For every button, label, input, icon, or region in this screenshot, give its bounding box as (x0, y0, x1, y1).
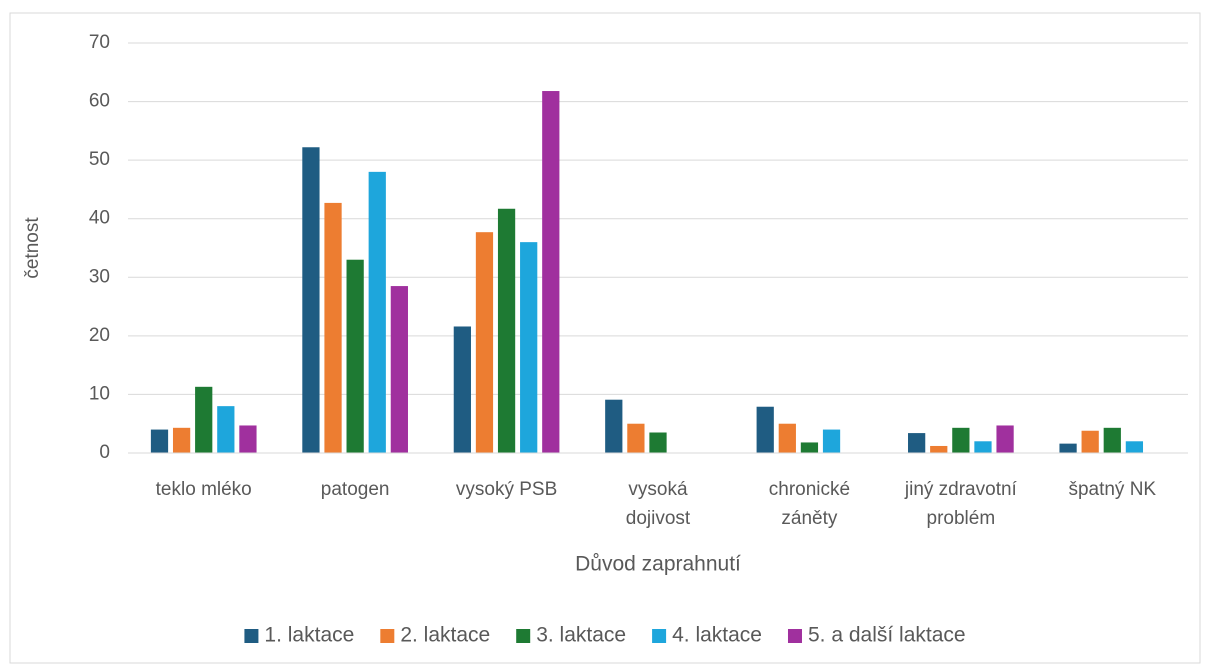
x-tick-label: jiný zdravotní problém (904, 479, 1018, 529)
bar (1059, 443, 1077, 453)
bar (930, 445, 948, 453)
legend: 1. laktace 2. laktace 3. laktace 4. laktace… (244, 624, 966, 647)
bar (150, 429, 169, 453)
bar (1103, 427, 1121, 453)
bar (605, 399, 623, 453)
legend-swatch (244, 629, 259, 643)
legend-label: 2. laktace (400, 624, 490, 647)
legend-label: 3. laktace (536, 624, 626, 647)
bar (952, 427, 970, 453)
bar (627, 423, 645, 453)
bar (822, 429, 841, 453)
y-tick-label: 20 (89, 325, 110, 346)
x-tick-label: špatný NK (1068, 479, 1156, 500)
bar (756, 406, 774, 453)
legend-swatch (516, 629, 531, 643)
legend-swatch (652, 629, 667, 643)
x-tick-label: vysoký PSB (456, 479, 557, 500)
y-tick-label: 50 (89, 149, 110, 170)
y-tick-label: 10 (89, 383, 110, 404)
x-tick-label: patogen (321, 479, 390, 500)
legend-swatch (787, 629, 802, 643)
bar (497, 208, 516, 453)
x-axis-title: Důvod zaprahnutí (575, 553, 741, 576)
bar (908, 433, 926, 453)
bar (390, 286, 408, 453)
y-tick-label: 40 (89, 208, 110, 229)
legend-swatch (380, 629, 395, 643)
chart-border (9, 12, 1201, 664)
legend-label: 1. laktace (264, 624, 354, 647)
bar (172, 427, 191, 453)
y-axis-title: četnost (22, 217, 43, 279)
bar (368, 171, 386, 453)
y-tick-label: 0 (99, 442, 110, 463)
y-tick-label: 70 (89, 32, 110, 53)
bar (195, 386, 213, 453)
bar (778, 423, 796, 453)
legend-label: 4. laktace (672, 624, 762, 647)
bar (542, 91, 560, 454)
bar (974, 441, 992, 453)
y-tick-label: 30 (89, 266, 110, 287)
x-tick-label: teklo mléko (156, 479, 252, 500)
bar (324, 202, 342, 453)
bar (520, 242, 538, 453)
y-tick-label: 60 (89, 91, 110, 112)
bar (800, 442, 819, 453)
bar (453, 326, 471, 453)
bar (302, 147, 320, 453)
bar (239, 425, 257, 453)
bar (217, 406, 235, 453)
x-tick-label: vysoká dojivost (626, 479, 691, 529)
bar (996, 425, 1014, 453)
bar (1125, 441, 1144, 453)
bar (649, 432, 667, 453)
bar (475, 232, 494, 453)
legend-label: 5. a další laktace (808, 624, 966, 647)
bar (346, 259, 364, 453)
x-tick-label: chronické záněty (769, 479, 850, 529)
bar (1081, 430, 1099, 453)
